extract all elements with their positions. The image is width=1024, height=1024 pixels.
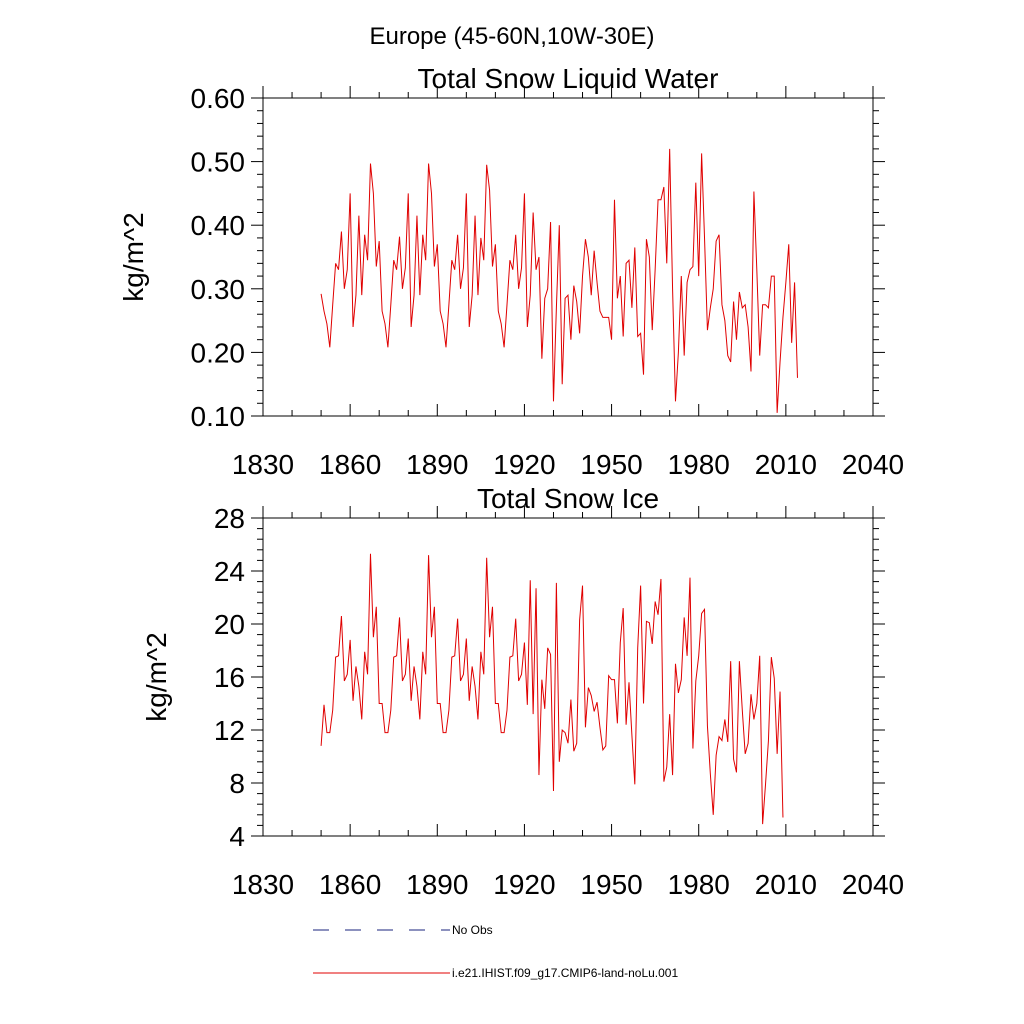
x-tick-label: 2040 [842,869,904,900]
plot-frame [262,97,874,417]
y-tick-label: 8 [229,768,245,799]
x-tick-label: 1950 [580,449,642,480]
x-tick-label: 1890 [406,449,468,480]
legend-label-model-run: i.e21.IHIST.f09_g17.CMIP6-land-noLu.001 [452,966,678,980]
y-tick-label: 0.20 [191,337,246,368]
series-line [320,148,798,413]
x-tick-label: 1890 [406,869,468,900]
x-tick-label: 2040 [842,449,904,480]
x-tick-label: 1830 [232,869,294,900]
x-tick-label: 1920 [493,869,555,900]
y-tick-label: 0.30 [191,274,246,305]
x-tick-label: 1830 [232,449,294,480]
x-tick-label: 1950 [580,869,642,900]
figure-title: Europe (45-60N,10W-30E) [369,23,654,50]
y-tick-label: 0.10 [191,401,246,432]
legend: No Obs i.e21.IHIST.f09_g17.CMIP6-land-no… [313,923,678,980]
y-axis-label: kg/m^2 [141,632,172,721]
plot-frame [262,517,874,837]
x-tick-label: 1860 [319,449,381,480]
x-tick-label: 1980 [668,449,730,480]
chart-title: Total Snow Liquid Water [418,63,719,94]
series-line [320,553,784,825]
chart-panel-snow-ice: Total Snow Ice kg/m^2 1830 1860 1890 1920 1950… [141,483,904,900]
x-tick-label: 2010 [755,869,817,900]
chart-title: Total Snow Ice [477,483,659,514]
y-tick-label: 0.60 [191,83,246,114]
x-tick-label: 2010 [755,449,817,480]
y-tick-label: 16 [214,662,245,693]
y-axis-label: kg/m^2 [118,212,149,301]
y-tick-label: 12 [214,715,245,746]
y-tick-label: 24 [214,556,245,587]
chart-panel-snow-liquid-water: Total Snow Liquid Water kg/m^2 1830 1860 189… [118,63,904,480]
y-tick-label: 4 [229,821,245,852]
legend-label-no-obs: No Obs [452,923,493,937]
x-tick-label: 1980 [668,869,730,900]
y-tick-label: 0.40 [191,210,246,241]
x-tick-label: 1920 [493,449,555,480]
y-tick-label: 0.50 [191,147,246,178]
y-tick-label: 28 [214,503,245,534]
y-tick-label: 20 [214,609,245,640]
x-tick-label: 1860 [319,869,381,900]
